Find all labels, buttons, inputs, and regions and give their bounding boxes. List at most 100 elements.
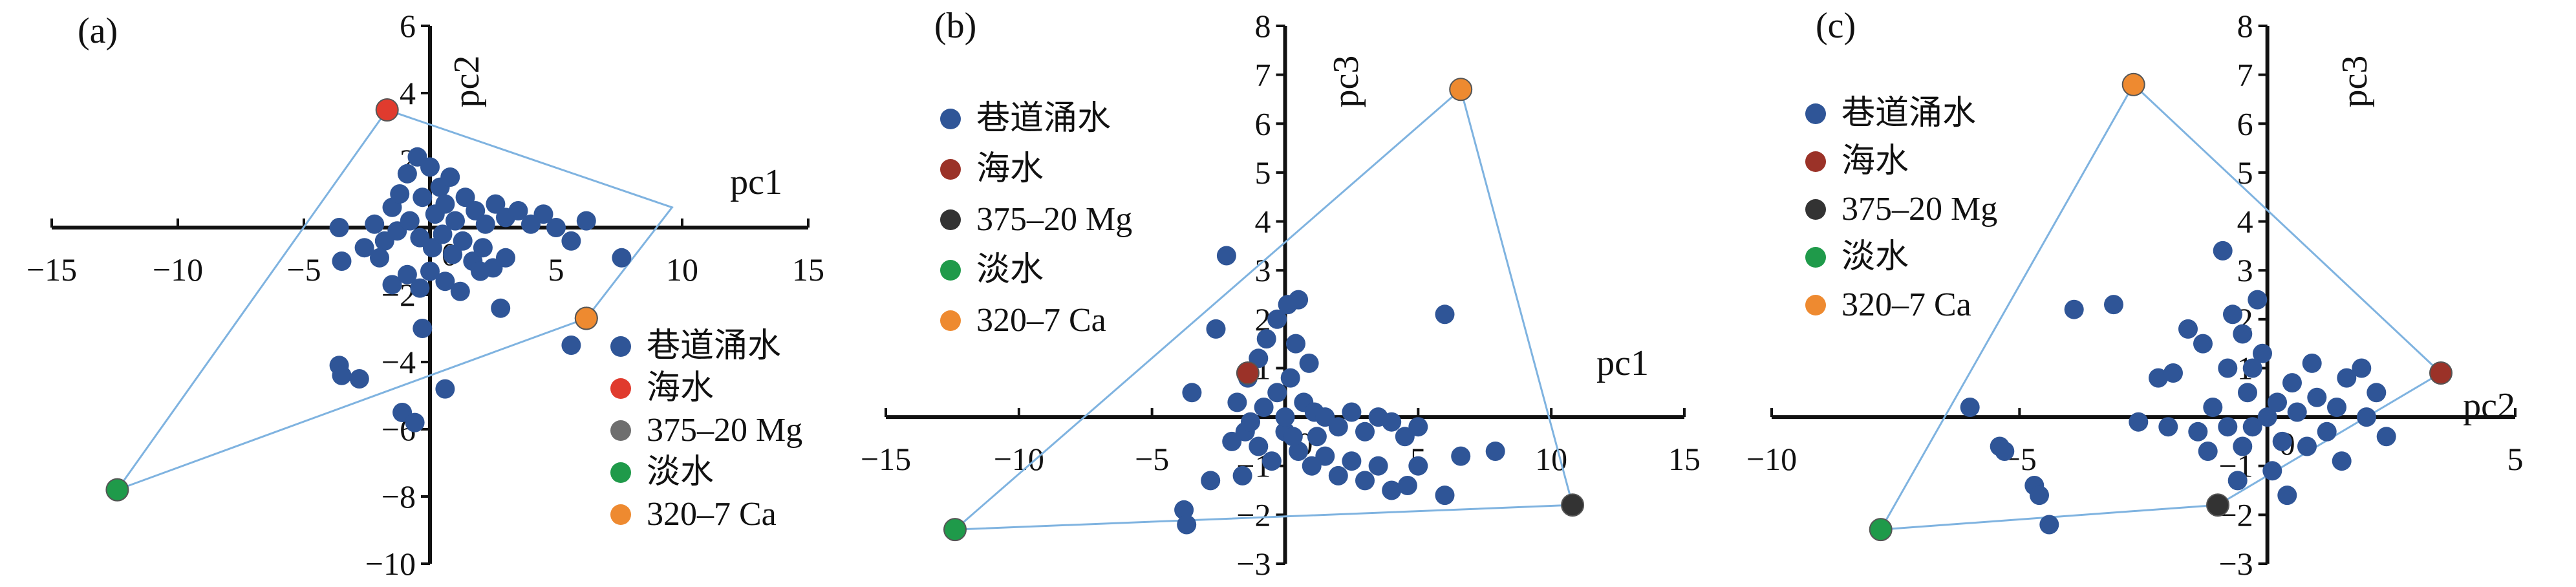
x-tick-label: 15 bbox=[1668, 441, 1701, 477]
data-point bbox=[410, 278, 430, 298]
data-point bbox=[1177, 515, 1197, 535]
data-point bbox=[1267, 309, 1287, 329]
data-point bbox=[2030, 486, 2049, 506]
data-point bbox=[1232, 465, 1252, 486]
legend-marker bbox=[1805, 151, 1826, 172]
mixing-hull bbox=[952, 87, 1574, 531]
y-axis-label: pc2 bbox=[447, 56, 487, 108]
data-point bbox=[2238, 383, 2257, 403]
data-point bbox=[491, 298, 511, 318]
data-point bbox=[365, 214, 385, 234]
panel-label: (b) bbox=[934, 6, 976, 46]
data-point bbox=[1261, 451, 1282, 471]
data-point bbox=[1368, 456, 1388, 476]
legend-label: 375–20 Mg bbox=[647, 412, 802, 449]
data-point bbox=[1397, 476, 1417, 495]
data-point bbox=[440, 167, 460, 187]
data-point bbox=[2163, 363, 2183, 383]
data-point bbox=[612, 248, 632, 268]
legend-label: 淡水 bbox=[647, 454, 714, 491]
data-point bbox=[397, 164, 417, 184]
data-point bbox=[1960, 398, 1980, 417]
data-point bbox=[2277, 486, 2297, 506]
data-point bbox=[2317, 422, 2337, 442]
legend-marker bbox=[1805, 295, 1826, 315]
data-point bbox=[354, 238, 374, 258]
data-point bbox=[546, 218, 566, 237]
legend-marker bbox=[940, 260, 961, 281]
data-point bbox=[2129, 412, 2149, 432]
data-point bbox=[508, 201, 528, 220]
legend-label: 海水 bbox=[976, 151, 1044, 187]
endmember-point bbox=[1236, 361, 1260, 385]
data-point bbox=[2282, 373, 2302, 393]
y-tick-label: 4 bbox=[400, 75, 416, 111]
legend-label: 巷道涌水 bbox=[976, 100, 1111, 137]
data-point bbox=[2064, 299, 2084, 319]
legend-marker bbox=[610, 378, 631, 399]
legend-label: 320–7 Ca bbox=[647, 496, 777, 533]
legend-marker bbox=[1805, 199, 1826, 220]
data-point bbox=[1435, 304, 1455, 325]
data-point bbox=[1289, 290, 1309, 310]
data-point bbox=[1307, 427, 1327, 447]
y-tick-label: −8 bbox=[381, 478, 416, 515]
endmember-point bbox=[2429, 361, 2453, 385]
data-point bbox=[1485, 442, 1505, 461]
data-point bbox=[1382, 480, 1402, 500]
data-point bbox=[453, 231, 473, 251]
y-tick-label: 8 bbox=[2237, 8, 2253, 44]
legend-label: 淡水 bbox=[1841, 239, 1909, 275]
data-point bbox=[2307, 387, 2327, 407]
data-point bbox=[1280, 368, 1300, 388]
legend-label: 320–7 Ca bbox=[976, 302, 1106, 339]
data-point bbox=[2272, 431, 2292, 451]
data-point bbox=[1222, 431, 1242, 451]
data-point bbox=[2178, 319, 2198, 339]
data-point bbox=[2297, 436, 2317, 456]
data-point bbox=[1408, 417, 1428, 437]
data-point bbox=[2257, 407, 2277, 427]
data-point bbox=[2158, 417, 2178, 437]
data-point bbox=[2218, 417, 2238, 437]
data-point bbox=[370, 248, 389, 268]
data-point bbox=[1275, 407, 1295, 427]
y-tick-label: 3 bbox=[2237, 252, 2253, 288]
endmember-point bbox=[1869, 518, 1893, 542]
y-tick-label: 4 bbox=[2237, 204, 2253, 240]
panel-label: (a) bbox=[78, 11, 118, 51]
y-tick-label: 4 bbox=[1255, 204, 1271, 240]
data-point bbox=[2203, 398, 2223, 417]
data-point bbox=[1286, 334, 1305, 354]
legend-marker bbox=[1805, 103, 1826, 124]
data-point bbox=[466, 201, 486, 220]
endmember-point bbox=[1449, 78, 1473, 101]
data-point bbox=[2198, 442, 2218, 461]
chart-panel-a: (a)−15−10−551015−10−8−6−4−20246pc1pc2巷道涌… bbox=[27, 8, 824, 582]
data-point bbox=[400, 211, 420, 231]
data-point bbox=[1182, 383, 1202, 403]
data-point bbox=[2188, 422, 2208, 442]
data-point bbox=[1355, 471, 1375, 491]
x-axis-label: pc1 bbox=[1596, 343, 1649, 383]
data-point bbox=[2337, 368, 2357, 388]
data-point bbox=[2248, 290, 2268, 310]
x-tick-label: −15 bbox=[861, 441, 911, 477]
y-tick-label: −2 bbox=[1236, 496, 1271, 533]
x-tick-label: 10 bbox=[666, 251, 698, 288]
legend-marker bbox=[940, 159, 961, 180]
legend-label: 320–7 Ca bbox=[1841, 286, 1971, 323]
data-point bbox=[486, 194, 506, 214]
data-point bbox=[1302, 456, 1322, 476]
panel-label: (c) bbox=[1816, 6, 1856, 46]
legend-label: 海水 bbox=[1841, 143, 1909, 180]
data-point bbox=[2149, 368, 2168, 388]
data-point bbox=[445, 211, 465, 231]
y-tick-label: −3 bbox=[2218, 546, 2253, 582]
data-point bbox=[2233, 324, 2253, 344]
data-point bbox=[1355, 422, 1375, 442]
data-point bbox=[435, 272, 455, 292]
data-point bbox=[2262, 461, 2282, 481]
x-axis-label: pc1 bbox=[730, 162, 782, 202]
